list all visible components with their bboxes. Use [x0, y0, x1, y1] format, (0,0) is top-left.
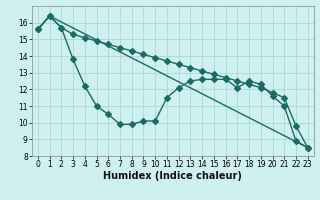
X-axis label: Humidex (Indice chaleur): Humidex (Indice chaleur)	[103, 171, 242, 181]
